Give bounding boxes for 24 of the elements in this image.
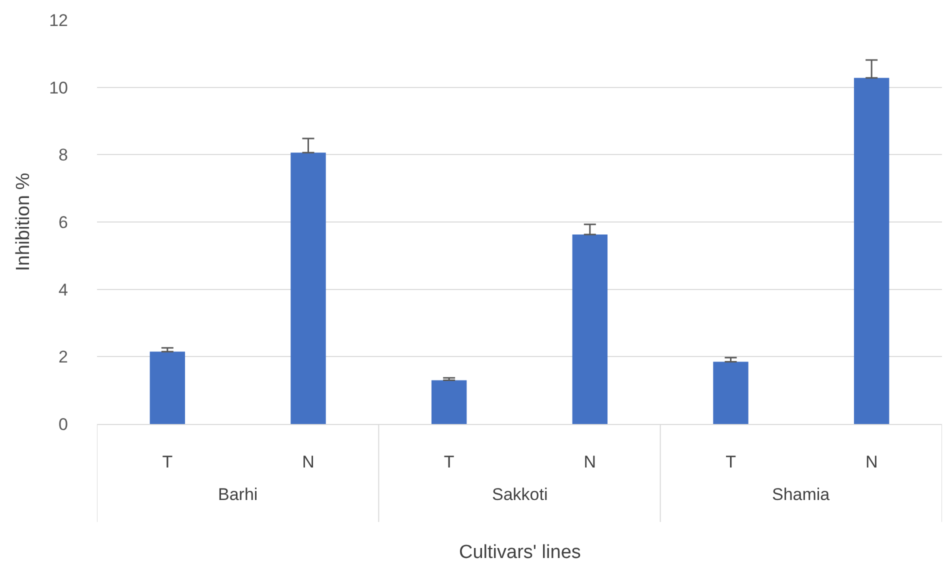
y-tick-label: 0 — [58, 414, 68, 434]
x-tick-label: T — [444, 452, 454, 472]
y-tick-label: 10 — [49, 78, 68, 98]
y-tick-label: 8 — [58, 146, 68, 165]
y-axis-title: Inhibition % — [12, 172, 34, 272]
x-axis-title: Cultivars' lines — [459, 542, 581, 563]
text: Barhi — [218, 485, 258, 504]
bar — [854, 78, 890, 424]
bar — [290, 152, 326, 424]
bar — [572, 234, 608, 424]
y-tick-label: 12 — [49, 10, 68, 30]
x-tick-label: N — [584, 452, 596, 472]
text: Sakkoti — [492, 485, 548, 504]
x-tick-label: N — [865, 452, 878, 472]
y-tick-label: 2 — [58, 348, 68, 367]
bar — [150, 352, 186, 424]
text: Shamia — [772, 485, 830, 504]
bar — [431, 380, 467, 424]
bar — [713, 362, 748, 424]
x-tick-label: T — [162, 452, 173, 472]
y-tick-label: 4 — [58, 280, 68, 300]
y-tick-label: 6 — [58, 212, 68, 232]
x-tick-label: T — [726, 452, 736, 472]
x-tick-label: N — [302, 452, 314, 472]
